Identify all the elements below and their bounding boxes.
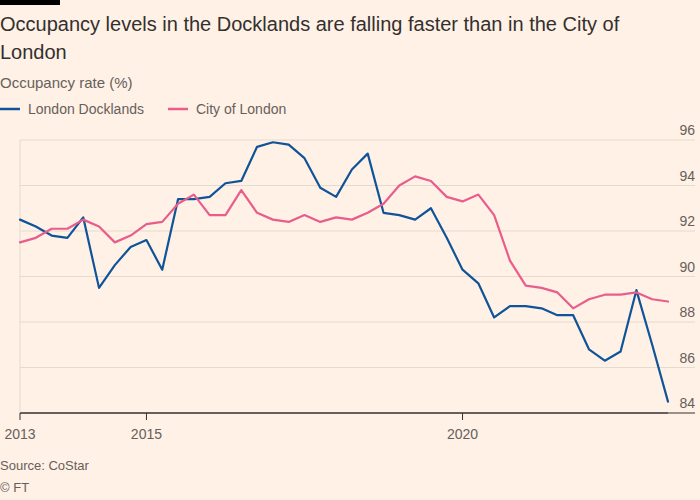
grid-line <box>20 322 695 323</box>
series-group <box>20 142 668 401</box>
legend-swatch <box>0 108 20 111</box>
legend-swatch <box>168 108 188 111</box>
copyright: © FT <box>0 480 29 495</box>
y-tick-label: 84 <box>679 395 695 411</box>
y-tick-label: 86 <box>679 350 695 366</box>
grid-line <box>20 185 695 186</box>
subtitle: Occupancy rate (%) <box>0 74 133 91</box>
x-tick-label: 2020 <box>447 426 478 442</box>
plot: 84 86 88 90 92 94 96 2013 2015 2020 London Docklan… <box>0 0 700 500</box>
y-tick-label: 90 <box>679 259 695 275</box>
grid-line <box>20 140 695 141</box>
baseline <box>20 413 695 414</box>
y-tick-label: 94 <box>679 168 695 184</box>
grid-line <box>20 276 695 277</box>
y-tick-label: 92 <box>679 213 695 229</box>
series-line <box>20 176 668 308</box>
grid-line <box>20 231 695 232</box>
chart: Occupancy levels in the Docklands are fa… <box>0 0 700 500</box>
x-tick-label: 2015 <box>131 426 162 442</box>
legend-label: City of London <box>196 101 286 117</box>
y-range-line <box>20 140 21 413</box>
y-tick-label: 88 <box>679 304 695 320</box>
y-tick-label: 96 <box>679 122 695 138</box>
x-range-line <box>20 413 668 414</box>
grid-line <box>20 367 695 368</box>
x-tick-label: 2013 <box>4 426 35 442</box>
x-tick <box>462 413 463 420</box>
series-line <box>20 142 668 401</box>
top-bar <box>0 0 60 5</box>
title: Occupancy levels in the Docklands are fa… <box>0 10 660 66</box>
x-tick <box>20 413 21 420</box>
source: Source: CoStar <box>0 458 89 473</box>
legend-label: London Docklands <box>28 101 144 117</box>
x-tick <box>146 413 147 420</box>
